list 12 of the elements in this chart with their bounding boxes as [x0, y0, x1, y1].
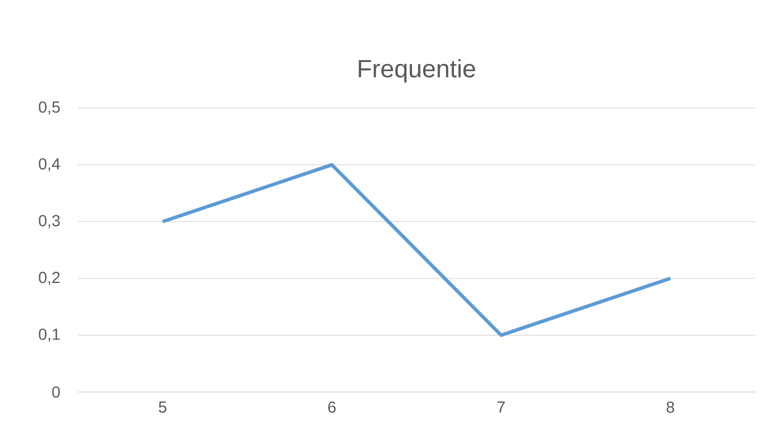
x-tick-label: 6 [328, 402, 336, 413]
x-tick-label: 5 [158, 402, 166, 413]
y-tick-label: 0 [52, 386, 60, 398]
x-tick-label: 8 [666, 402, 674, 413]
chart-title: Frequentie [358, 59, 476, 82]
y-tick-label: 0,2 [38, 272, 60, 286]
y-tick-label: 0,3 [38, 214, 60, 228]
y-tick-label: 0,4 [38, 158, 60, 172]
x-tick-label: 7 [497, 402, 505, 413]
y-tick-label: 0,5 [38, 101, 60, 115]
line-series [160, 163, 672, 337]
y-tick-label: 0,1 [38, 328, 60, 342]
